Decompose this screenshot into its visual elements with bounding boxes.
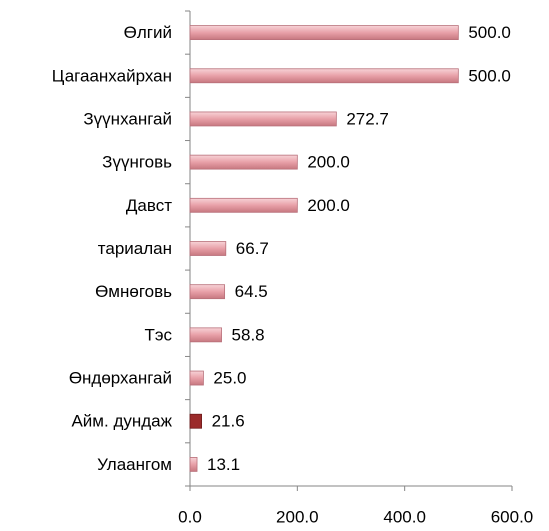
data-label: 200.0 xyxy=(307,196,350,215)
bar xyxy=(189,154,298,170)
bar xyxy=(189,241,227,256)
y-tick-label: Зүүнговь xyxy=(102,153,172,172)
x-tick-label: 400.0 xyxy=(383,507,426,526)
data-label: 58.8 xyxy=(232,325,265,344)
bar xyxy=(189,457,198,472)
bar xyxy=(189,413,202,429)
bar xyxy=(189,197,298,213)
y-tick-label: Өндөрхангай xyxy=(69,369,172,388)
bar xyxy=(189,370,204,386)
x-tick-label: 600.0 xyxy=(491,507,534,526)
y-tick-label: Зүүнхангай xyxy=(83,109,172,128)
bar xyxy=(189,25,459,40)
bar xyxy=(189,327,222,343)
y-tick-label: Цагаанхайрхан xyxy=(52,66,172,85)
y-tick-label: Улаангом xyxy=(97,455,172,474)
bar xyxy=(189,284,226,300)
y-tick-label: Айм. дундаж xyxy=(71,412,172,431)
y-tick-label: Өлгий xyxy=(124,23,172,42)
y-tick-label: Өмнөговь xyxy=(95,282,172,301)
data-label: 500.0 xyxy=(468,66,511,85)
y-tick-label: Давст xyxy=(126,196,172,215)
data-label: 13.1 xyxy=(207,455,240,474)
bar xyxy=(189,68,459,84)
y-tick-label: Тэс xyxy=(144,325,172,344)
x-tick-label: 0.0 xyxy=(178,507,202,526)
y-tick-label: тариалан xyxy=(98,239,172,258)
data-label: 21.6 xyxy=(212,412,245,431)
data-label: 64.5 xyxy=(235,282,268,301)
data-label: 272.7 xyxy=(346,109,389,128)
data-label: 200.0 xyxy=(307,153,350,172)
data-label: 25.0 xyxy=(213,369,246,388)
x-tick-label: 200.0 xyxy=(276,507,319,526)
data-label: 66.7 xyxy=(236,239,269,258)
bar xyxy=(189,111,337,127)
data-label: 500.0 xyxy=(468,23,511,42)
